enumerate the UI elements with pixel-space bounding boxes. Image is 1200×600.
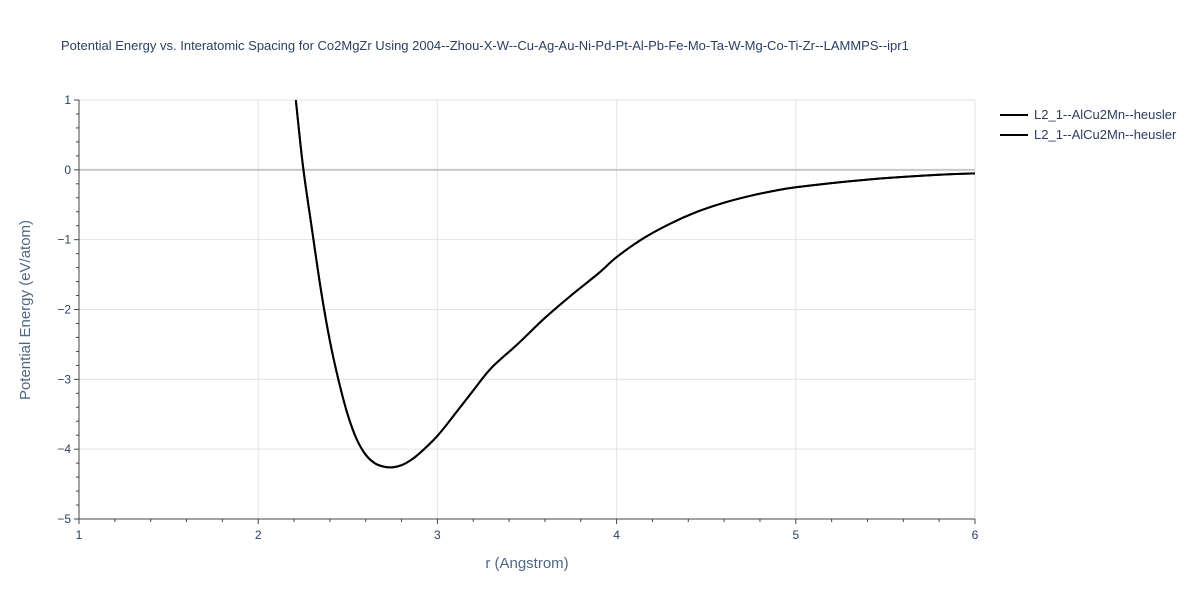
x-tick-label: 3 [434,528,441,542]
y-tick-label: −2 [57,303,71,317]
grid-lines [79,99,976,519]
y-axis-title: Potential Energy (eV/atom) [17,220,34,400]
x-tick-label: 1 [76,528,83,542]
series-layer [294,100,975,469]
y-tick-label: −3 [57,372,71,386]
legend-label-2: L2_1--AlCu2Mn--heusler [1034,127,1177,142]
x-tick-label: 4 [613,528,620,542]
y-tick-label: 1 [64,93,71,107]
legend-label-1: L2_1--AlCu2Mn--heusler [1034,107,1177,122]
legend[interactable]: L2_1--AlCu2Mn--heusler L2_1--AlCu2Mn--heu… [1000,107,1177,142]
x-axis-title: r (Angstrom) [485,555,568,572]
x-tick-label: 6 [972,528,979,542]
y-tick-label: −1 [57,233,71,247]
x-tick-label: 5 [792,528,799,542]
axes: 1 2 3 4 5 6 1 0 −1 −2 −3 −4 −5 [57,93,978,542]
y-tick-label: −5 [57,512,71,526]
chart-title: Potential Energy vs. Interatomic Spacing… [61,38,909,53]
y-tick-label: 0 [64,163,71,177]
x-tick-label: 2 [255,528,262,542]
series-line-2 [294,100,975,469]
y-tick-label: −4 [57,442,71,456]
